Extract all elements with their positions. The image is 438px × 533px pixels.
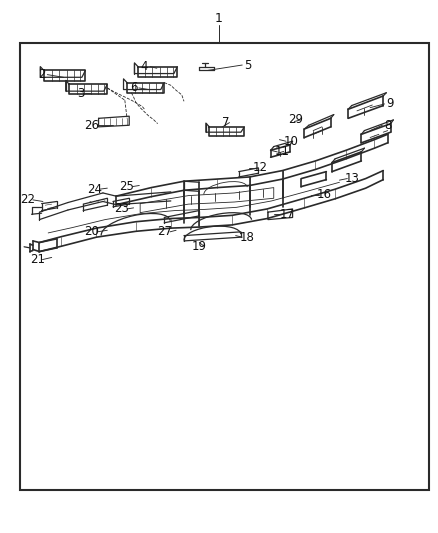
Text: 18: 18 <box>240 231 255 244</box>
Text: 4: 4 <box>141 60 148 73</box>
Text: 16: 16 <box>317 188 332 201</box>
Text: 20: 20 <box>85 225 99 238</box>
Text: 13: 13 <box>345 172 360 185</box>
Text: 9: 9 <box>386 98 394 110</box>
Text: 27: 27 <box>157 225 172 238</box>
Text: 2: 2 <box>38 68 46 81</box>
Text: 5: 5 <box>244 59 251 71</box>
Text: 6: 6 <box>130 82 138 94</box>
Text: 8: 8 <box>384 119 391 132</box>
Text: 3: 3 <box>78 87 85 100</box>
Text: 7: 7 <box>222 116 230 129</box>
Text: 12: 12 <box>253 161 268 174</box>
Text: 23: 23 <box>114 203 129 215</box>
Text: 1: 1 <box>215 12 223 25</box>
Text: 17: 17 <box>279 208 294 221</box>
Bar <box>20 43 429 490</box>
Text: 10: 10 <box>284 135 299 148</box>
Text: 26: 26 <box>85 119 99 132</box>
Text: 21: 21 <box>30 253 45 266</box>
Text: 24: 24 <box>87 183 102 196</box>
Text: 11: 11 <box>275 146 290 158</box>
Text: 22: 22 <box>20 193 35 206</box>
Text: 29: 29 <box>288 114 303 126</box>
Text: 25: 25 <box>120 180 134 193</box>
Text: 19: 19 <box>192 240 207 253</box>
